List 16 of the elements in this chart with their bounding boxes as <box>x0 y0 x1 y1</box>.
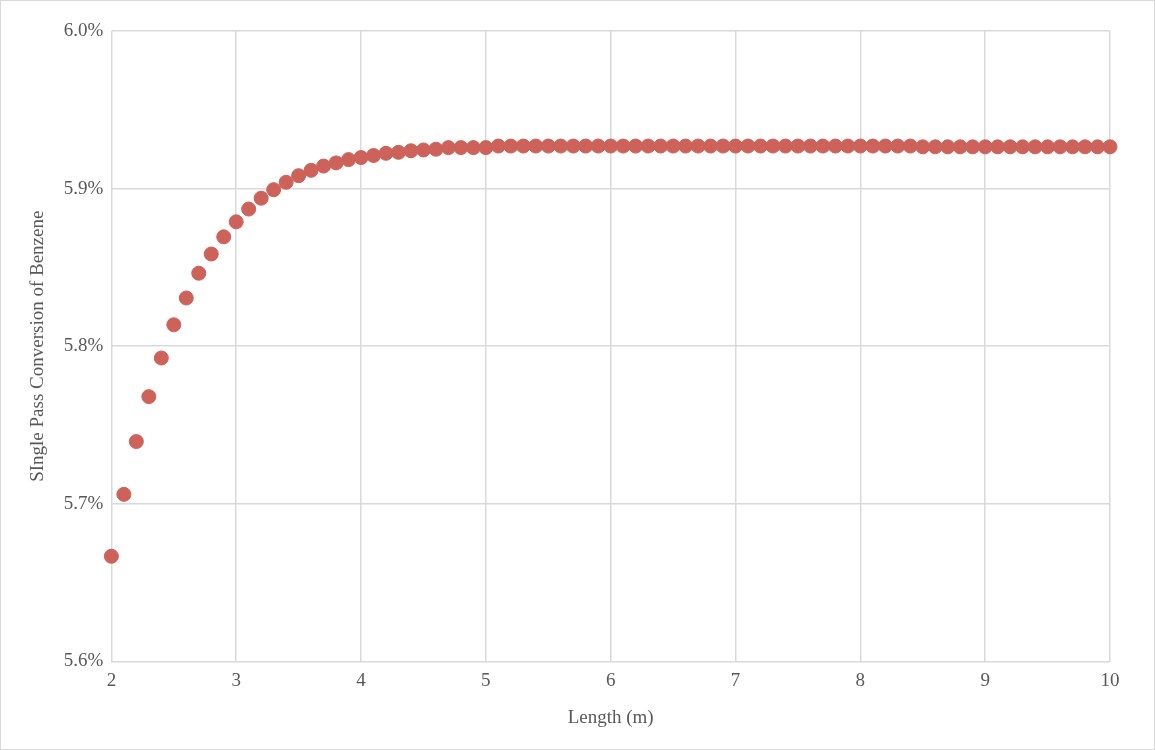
x-tick-label: 2 <box>106 668 117 690</box>
x-tick-label: 4 <box>356 668 367 690</box>
y-tick-label: 5.7% <box>63 491 104 513</box>
y-axis-title: SIngle Pass Conversion of Benzene <box>26 210 48 482</box>
x-tick-label: 10 <box>1100 668 1120 690</box>
x-axis-title: Length (m) <box>567 705 654 728</box>
x-tick-label: 3 <box>231 668 241 690</box>
x-tick-label: 7 <box>730 668 741 690</box>
x-tick-label: 5 <box>481 668 491 690</box>
y-tick-label: 5.6% <box>63 649 104 671</box>
x-tick-label: 6 <box>605 668 616 690</box>
y-tick-label: 5.8% <box>63 334 104 356</box>
x-tick-label: 8 <box>855 668 866 690</box>
y-tick-label: 6.0% <box>63 18 104 40</box>
x-tick-label: 9 <box>980 668 990 690</box>
y-tick-label: 5.9% <box>63 176 104 198</box>
